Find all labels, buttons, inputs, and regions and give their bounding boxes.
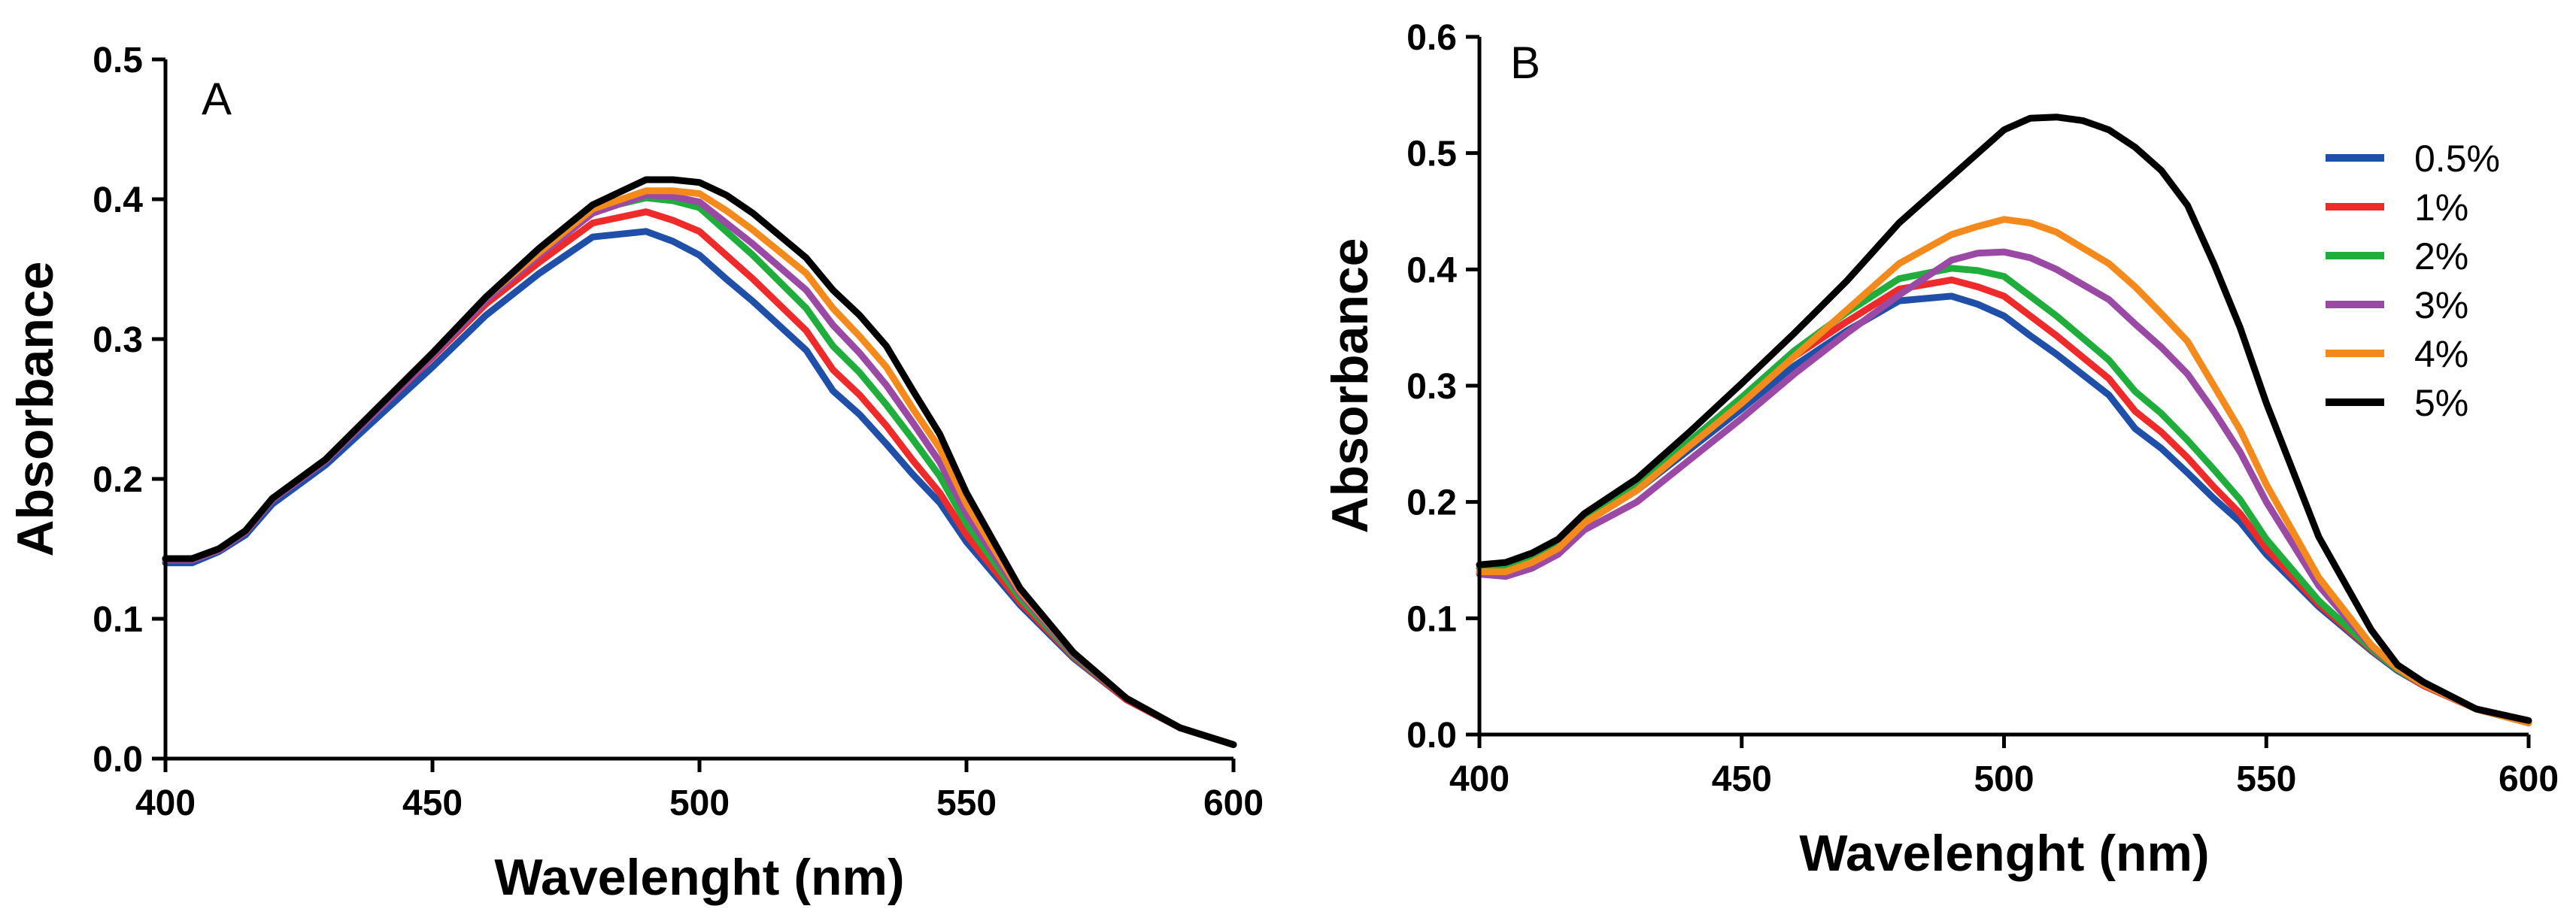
- panel-b-series-4pct: [1476, 216, 2532, 726]
- panel-b-x-tick-label: 500: [1974, 759, 2034, 799]
- panel-a-series: [162, 176, 1237, 748]
- panel-b-y-axis-title: Absorbance: [1321, 238, 1379, 534]
- panel-a-series-1pct: [162, 208, 1237, 748]
- panel-a-y-tick-label: 0.2: [93, 460, 143, 500]
- chart-panel-b: 400 450 500 550 600 0.0 0.1 0.2 0.3 0.4 0.5 0.6 B W…: [1321, 18, 2559, 882]
- panel-a-y-axis-title: Absorbance: [7, 262, 64, 557]
- panel-b-ticks: 400 450 500 550 600 0.0 0.1 0.2 0.3 0.4 0.5 0.6: [1406, 18, 2559, 799]
- panel-a-x-axis-title: Wavelenght (nm): [494, 849, 904, 906]
- panel-a-y-tick-label: 0.5: [93, 41, 143, 80]
- panel-a-x-tick-label: 600: [1203, 783, 1264, 823]
- panel-b-legend-label: 1%: [2414, 186, 2468, 229]
- panel-b-x-tick-label: 600: [2499, 759, 2559, 799]
- panel-b-series: [1476, 114, 2532, 726]
- panel-a-y-tick-label: 0.4: [93, 180, 143, 220]
- panel-a-y-tick-label: 0.3: [93, 320, 143, 360]
- panel-b-series-3pct: [1476, 248, 2532, 726]
- panel-a-x-tick-label: 450: [402, 783, 463, 823]
- panel-b-legend-label: 2%: [2414, 235, 2468, 277]
- panel-a-ticks: 400 450 500 550 600 0.0 0.1 0.2 0.3 0.4 0.5: [93, 41, 1264, 823]
- panel-b-y-tick-label: 0.6: [1406, 18, 1457, 58]
- panel-a-y-tick-label: 0.1: [93, 600, 143, 640]
- panel-a-series-5pct: [162, 176, 1237, 748]
- panel-b-y-tick-label: 0.5: [1406, 135, 1457, 174]
- panel-b-legend-label: 4%: [2414, 333, 2468, 375]
- panel-b-x-tick-label: 400: [1449, 759, 1509, 799]
- panel-b-label: B: [1510, 38, 1540, 88]
- panel-b-x-axis-title: Wavelenght (nm): [1799, 825, 2209, 882]
- panel-a-x-tick-label: 500: [669, 783, 730, 823]
- panel-b-y-tick-label: 0.1: [1406, 599, 1457, 639]
- panel-b-series-5pct: [1476, 114, 2532, 724]
- panel-b-y-tick-label: 0.2: [1406, 483, 1457, 523]
- panel-a-label: A: [202, 74, 232, 124]
- panel-b-y-tick-label: 0.4: [1406, 250, 1457, 290]
- panel-b-legend-label: 3%: [2414, 284, 2468, 326]
- panel-b-x-tick-label: 550: [2236, 759, 2296, 799]
- panel-b-series-0-5pct: [1476, 292, 2532, 726]
- panel-b-legend-label: 5%: [2414, 382, 2468, 424]
- panel-a-x-tick-label: 550: [936, 783, 997, 823]
- panel-b-x-tick-label: 450: [1712, 759, 1772, 799]
- panel-b-legend: 0.5% 1% 2% 3% 4% 5%: [2326, 138, 2500, 424]
- panel-b-series-2pct: [1476, 265, 2532, 726]
- panel-a-x-tick-label: 400: [135, 783, 196, 823]
- panel-a-series-0-5pct: [162, 228, 1237, 748]
- panel-a-y-tick-label: 0.0: [93, 740, 143, 780]
- panel-b-y-tick-label: 0.0: [1406, 716, 1457, 756]
- panel-b-legend-label: 0.5%: [2414, 138, 2500, 180]
- panel-a-series-2pct: [162, 194, 1237, 748]
- panel-b-y-tick-label: 0.3: [1406, 367, 1457, 407]
- chart-panel-a: 400 450 500 550 600 0.0 0.1 0.2 0.3 0.4 0.5 A Wave…: [7, 41, 1264, 906]
